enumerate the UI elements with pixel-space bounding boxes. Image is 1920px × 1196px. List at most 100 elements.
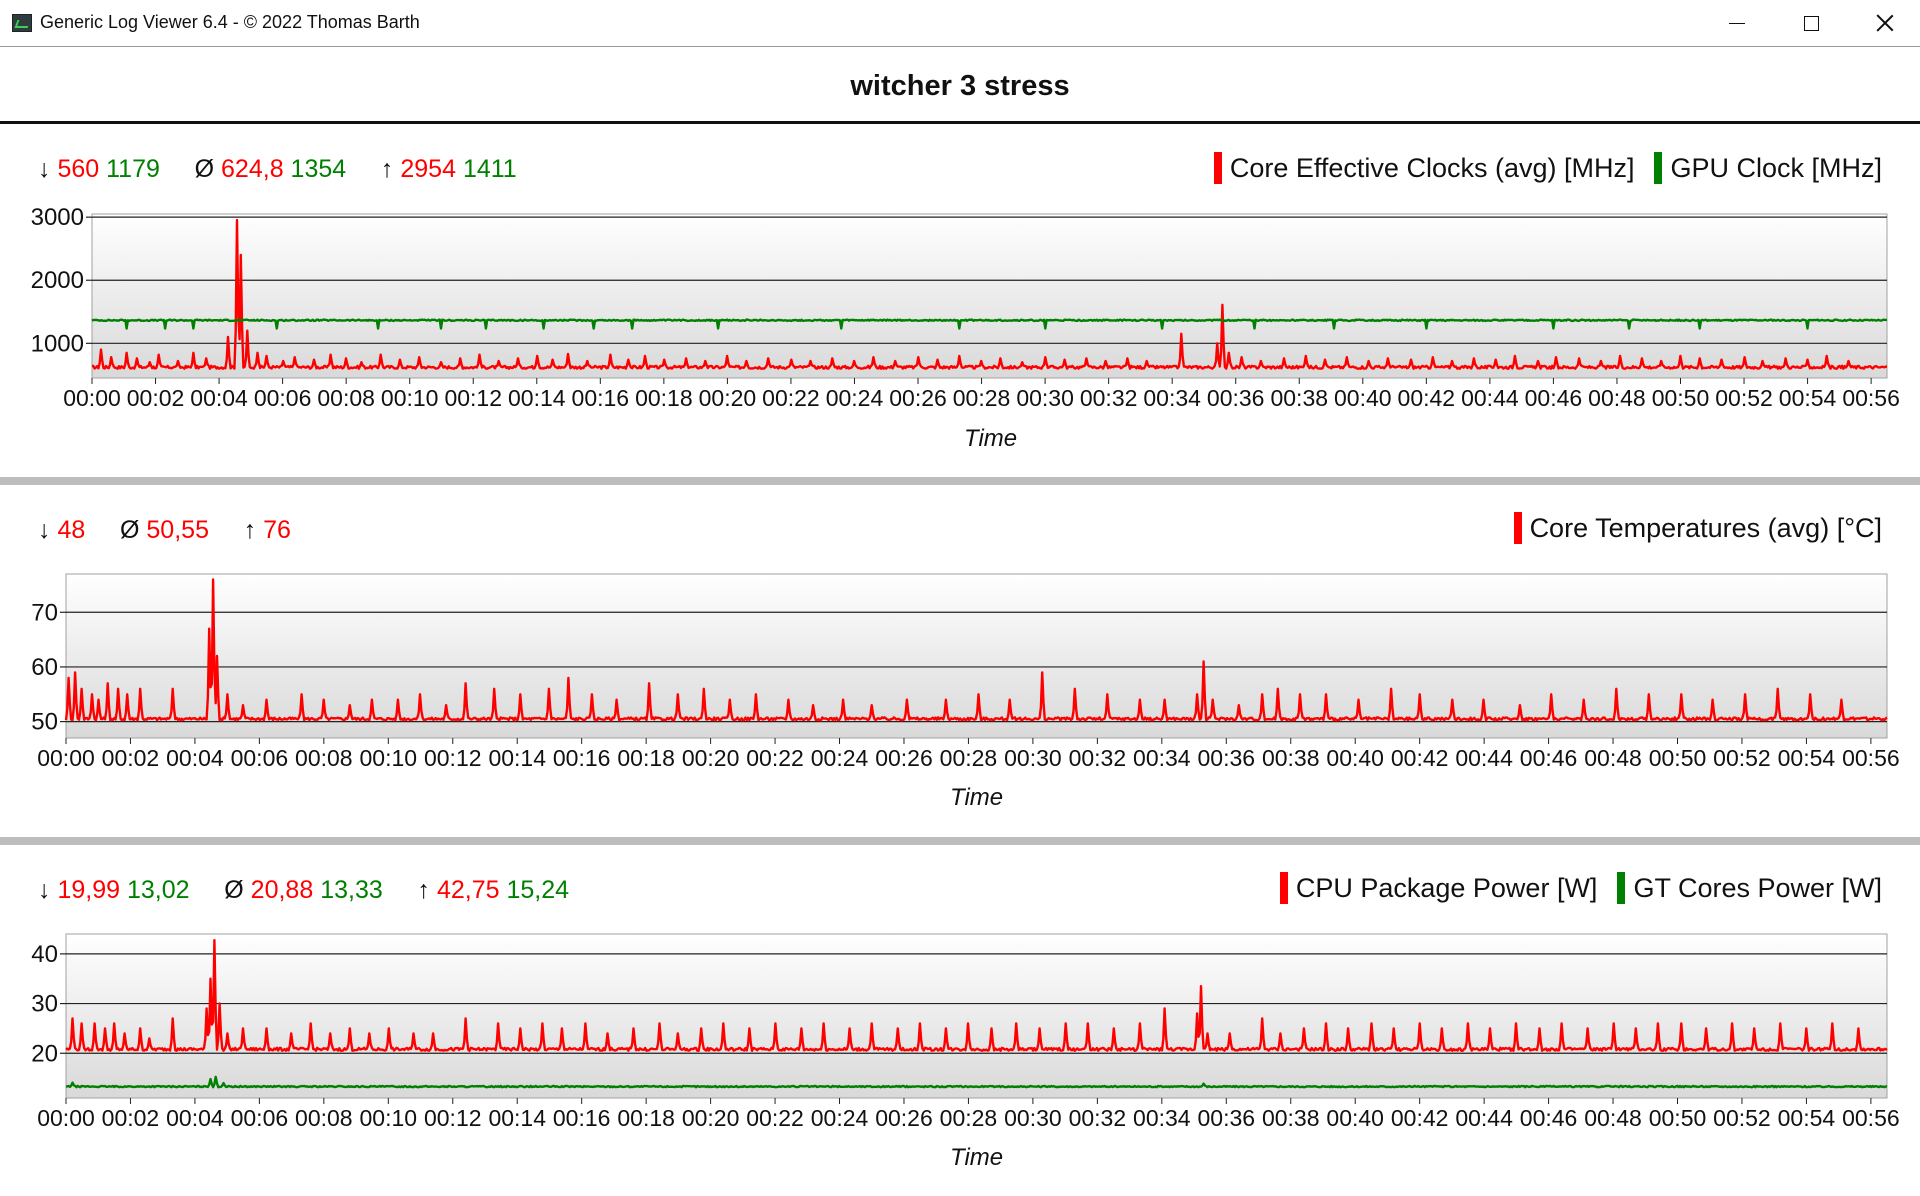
x-tick-label: 00:12 <box>424 745 482 771</box>
x-tick-label: 00:06 <box>231 1105 289 1131</box>
legend-item-gpu-clock: GPU Clock [MHz] <box>1654 152 1882 184</box>
x-tick-label: 00:28 <box>940 1105 998 1131</box>
x-tick-label: 00:46 <box>1520 1105 1578 1131</box>
avg-symbol: Ø <box>194 155 215 183</box>
x-tick-label: 00:34 <box>1133 1105 1191 1131</box>
legend-label: GPU Clock [MHz] <box>1670 152 1882 183</box>
x-tick-label: 00:52 <box>1715 385 1773 411</box>
x-tick-label: 00:04 <box>166 745 224 771</box>
x-tick-label: 00:42 <box>1398 385 1456 411</box>
min-arrow: ↓ <box>38 155 51 183</box>
y-tick-label: 20 <box>31 1040 58 1067</box>
x-tick-label: 00:20 <box>682 1105 740 1131</box>
x-tick-label: 00:44 <box>1461 385 1519 411</box>
y-tick-label: 60 <box>31 654 58 681</box>
x-tick-label: 00:52 <box>1713 1105 1771 1131</box>
min-arrow: ↓ <box>38 876 51 904</box>
x-tick-label: 00:14 <box>488 1105 546 1131</box>
x-tick-label: 00:00 <box>37 1105 95 1131</box>
legend-label: CPU Package Power [W] <box>1295 872 1598 903</box>
log-viewer-app-icon <box>12 14 32 32</box>
x-tick-label: 00:38 <box>1270 385 1328 411</box>
x-tick-label: 00:40 <box>1334 385 1392 411</box>
legend-item-cpu-power: CPU Package Power [W] <box>1279 872 1598 904</box>
minimize-button[interactable] <box>1702 0 1772 46</box>
legend-item-cpu-clock: Core Effective Clocks (avg) [MHz] <box>1213 152 1635 184</box>
panel-2-min-red: 48 <box>57 516 86 544</box>
x-tick-label: 00:10 <box>360 1105 418 1131</box>
plot-area <box>91 213 1888 379</box>
x-tick-label: 00:22 <box>762 385 820 411</box>
x-tick-label: 00:50 <box>1652 385 1710 411</box>
x-tick-label: 00:42 <box>1391 745 1449 771</box>
avg-symbol: Ø <box>120 516 140 544</box>
avg-symbol: Ø <box>224 876 244 904</box>
x-tick-label: 00:48 <box>1584 1105 1642 1131</box>
x-tick-label: 00:34 <box>1143 385 1201 411</box>
maximize-icon <box>1803 15 1819 31</box>
x-tick-label: 00:02 <box>102 745 160 771</box>
x-tick-label: 00:56 <box>1842 385 1900 411</box>
x-tick-label: 00:16 <box>553 1105 611 1131</box>
window-titlebar[interactable]: Generic Log Viewer 6.4 - © 2022 Thomas B… <box>0 0 1920 47</box>
legend-swatch <box>1213 152 1222 184</box>
x-tick-label: 00:52 <box>1713 745 1771 771</box>
x-tick-label: 00:02 <box>127 385 185 411</box>
series-line-green <box>66 1075 1888 1089</box>
x-tick-label: 00:24 <box>811 1105 869 1131</box>
y-tick-label: 3000 <box>31 204 84 231</box>
x-tick-label: 00:30 <box>1004 745 1062 771</box>
x-tick-label: 00:30 <box>1016 385 1074 411</box>
x-tick-label: 00:54 <box>1779 385 1837 411</box>
document-title: witcher 3 stress <box>850 70 1070 102</box>
maximize-button[interactable] <box>1776 0 1846 46</box>
x-tick-label: 00:26 <box>875 745 933 771</box>
min-arrow: ↓ <box>38 516 51 544</box>
x-tick-label: 00:54 <box>1778 1105 1836 1131</box>
x-tick-label: 00:20 <box>682 745 740 771</box>
x-tick-label: 00:14 <box>508 385 566 411</box>
panel-3-avg-red: 20,88 <box>250 876 314 904</box>
legend-label: Core Effective Clocks (avg) [MHz] <box>1229 152 1635 183</box>
panel-1-avg-green: 1354 <box>290 155 347 183</box>
x-tick-label: 00:56 <box>1842 745 1900 771</box>
y-tick-label: 40 <box>31 941 58 968</box>
panel-1-avg-red: 624,8 <box>221 155 284 183</box>
x-tick-label: 00:14 <box>488 745 546 771</box>
panel-1-max-green: 1411 <box>462 155 517 183</box>
x-tick-label: 00:32 <box>1069 1105 1127 1131</box>
panel-3-max-green: 15,24 <box>506 876 570 904</box>
x-tick-label: 00:22 <box>746 1105 804 1131</box>
panel-separator[interactable] <box>0 477 1920 485</box>
legend-label: Core Temperatures (avg) [°C] <box>1529 512 1882 543</box>
panel-1-stats: ↓ 560 1179 Ø 624,8 1354 ↑ 2954 1411 <box>38 155 517 184</box>
x-tick-label: 00:44 <box>1455 1105 1513 1131</box>
panel-1-max-red: 2954 <box>400 155 456 183</box>
max-arrow: ↑ <box>380 155 394 183</box>
x-tick-label: 00:50 <box>1649 745 1707 771</box>
x-tick-label: 00:24 <box>826 385 884 411</box>
series-line-red <box>91 218 1888 370</box>
panel-separator[interactable] <box>0 837 1920 845</box>
y-tick-label: 50 <box>31 709 58 736</box>
panel-3-legend: CPU Package Power [W] GT Cores Power [W] <box>1279 872 1882 904</box>
x-tick-label: 00:08 <box>317 385 375 411</box>
y-tick-label: 30 <box>31 991 58 1018</box>
window-title: Generic Log Viewer 6.4 - © 2022 Thomas B… <box>40 12 420 32</box>
x-tick-label: 00:18 <box>635 385 693 411</box>
chart-3-x-label: Time <box>950 1144 1004 1171</box>
close-button[interactable] <box>1850 0 1920 46</box>
x-tick-label: 00:38 <box>1262 1105 1320 1131</box>
panel-3-stats: ↓ 19,99 13,02 Ø 20,88 13,33 ↑ 42,75 15,2… <box>38 876 569 905</box>
panel-3-max-red: 42,75 <box>436 876 500 904</box>
x-tick-label: 00:04 <box>166 1105 224 1131</box>
x-tick-label: 00:30 <box>1004 1105 1062 1131</box>
title-divider <box>0 121 1920 124</box>
panel-1-min-green: 1179 <box>106 155 160 183</box>
x-tick-label: 00:20 <box>699 385 757 411</box>
panel-2-stats: ↓ 48 Ø 50,55 ↑ 76 <box>38 516 291 545</box>
